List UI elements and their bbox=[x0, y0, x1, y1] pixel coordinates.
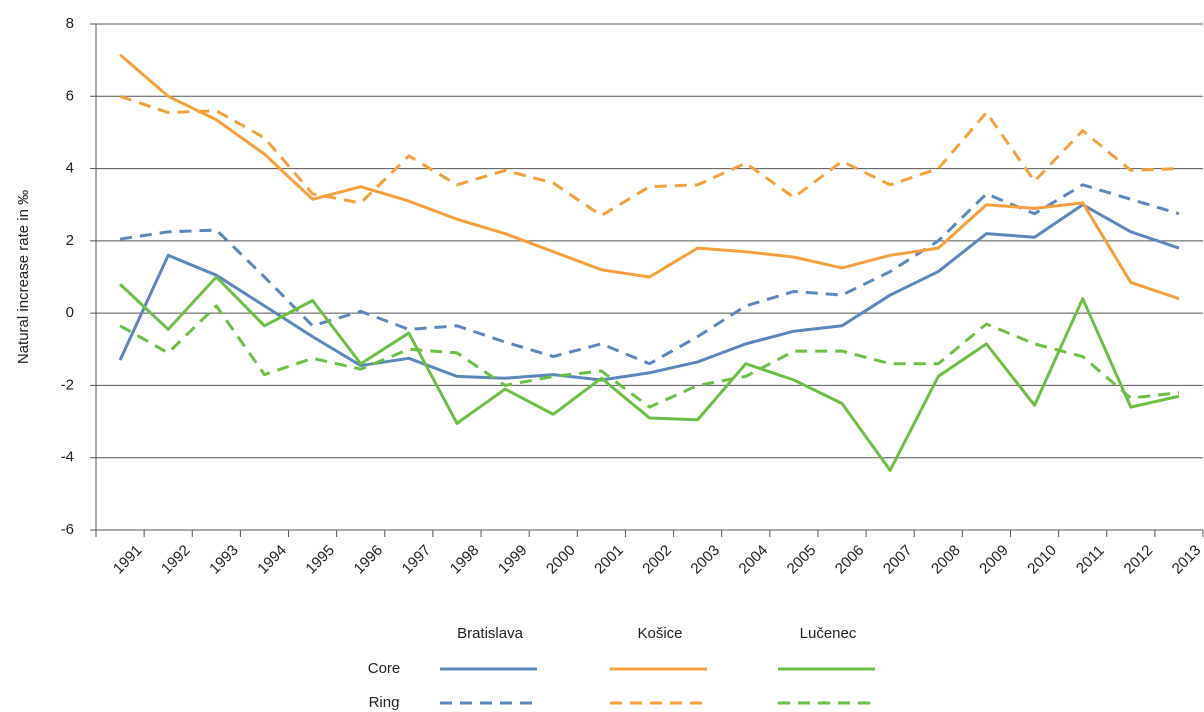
x-tick-label: 2011 bbox=[1073, 542, 1108, 577]
series-line bbox=[119, 275, 1180, 472]
x-tick-label: 2000 bbox=[543, 542, 579, 578]
y-tick-label: 2 bbox=[66, 232, 74, 249]
x-tick-label: 1992 bbox=[158, 542, 194, 578]
x-tick-label: 1999 bbox=[495, 542, 531, 578]
legend-header: Bratislava bbox=[457, 625, 524, 642]
x-tick-label: 2013 bbox=[1169, 542, 1204, 578]
y-tick-label: -2 bbox=[61, 376, 74, 393]
x-tick-label: 2006 bbox=[832, 542, 868, 578]
y-tick-label: 4 bbox=[66, 160, 74, 177]
series-line bbox=[118, 203, 1180, 382]
y-tick-label: 8 bbox=[66, 15, 74, 32]
x-tick-label: 2003 bbox=[687, 542, 723, 578]
series-line bbox=[119, 304, 1180, 409]
x-tick-label: 2010 bbox=[1024, 542, 1060, 578]
x-tick-label: 2012 bbox=[1121, 542, 1157, 578]
x-tick-label: 1991 bbox=[110, 542, 146, 578]
x-tick-label: 1996 bbox=[351, 542, 387, 578]
x-tick-label: 2009 bbox=[976, 542, 1012, 578]
x-tick-label: 2002 bbox=[639, 542, 675, 578]
y-tick-label: 0 bbox=[66, 304, 74, 321]
x-tick-label: 2001 bbox=[591, 542, 627, 578]
y-axis-label: Natural increase rate in ‰ bbox=[15, 190, 32, 364]
y-tick-label: -6 bbox=[61, 521, 74, 538]
x-tick-label: 2007 bbox=[880, 542, 916, 578]
series-line bbox=[119, 53, 1180, 301]
y-tick-label: -4 bbox=[61, 449, 74, 466]
series-line bbox=[119, 94, 1179, 218]
x-tick-label: 1998 bbox=[447, 542, 483, 578]
legend-header: Lučenec bbox=[800, 625, 857, 642]
x-tick-label: 1997 bbox=[399, 542, 435, 578]
x-tick-label: 1993 bbox=[206, 542, 242, 578]
x-tick-label: 1995 bbox=[302, 542, 338, 578]
x-tick-label: 2005 bbox=[784, 542, 820, 578]
x-tick-label: 2008 bbox=[928, 542, 964, 578]
x-tick-label: 1994 bbox=[254, 542, 290, 578]
x-tick-label: 2004 bbox=[736, 542, 772, 578]
legend-header: Košice bbox=[637, 625, 682, 642]
legend-row-label: Ring bbox=[369, 694, 400, 711]
legend-row-label: Core bbox=[368, 660, 401, 677]
y-tick-label: 6 bbox=[66, 87, 74, 104]
